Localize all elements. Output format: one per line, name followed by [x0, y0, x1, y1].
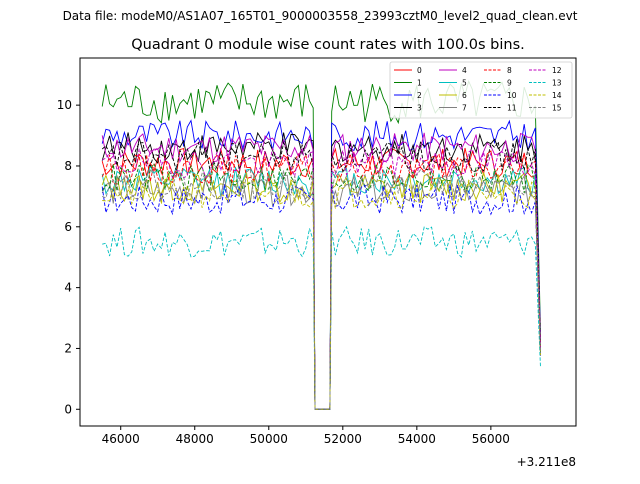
x-tick-label: 48000	[176, 432, 214, 446]
x-tick-label: 52000	[324, 432, 362, 446]
series-line-10	[101, 184, 541, 410]
series-line-5	[101, 164, 541, 410]
y-tick-label: 0	[64, 402, 72, 416]
series-line-2	[101, 119, 541, 410]
legend-label-5: 5	[462, 79, 467, 88]
legend-label-13: 13	[552, 79, 562, 88]
series-line-11	[101, 140, 541, 410]
legend-label-1: 1	[417, 79, 422, 88]
series-line-13	[102, 225, 541, 410]
legend-label-10: 10	[507, 91, 517, 100]
legend-box	[389, 61, 573, 119]
y-tick-label: 6	[64, 220, 72, 234]
legend-label-4: 4	[462, 66, 467, 75]
y-axis: 0 2 4 6 8 10	[57, 98, 80, 416]
x-tick-label: 56000	[472, 432, 510, 446]
y-tick-label: 2	[64, 341, 72, 355]
x-tick-label: 54000	[398, 432, 436, 446]
x-tick-label: 50000	[250, 432, 288, 446]
chart-title: Quadrant 0 module wise count rates with …	[131, 37, 525, 53]
series-lines	[101, 79, 541, 410]
plot-area	[79, 57, 577, 427]
legend-label-14: 14	[552, 91, 562, 100]
legend-label-9: 9	[507, 79, 512, 88]
legend-label-3: 3	[417, 104, 422, 113]
axes-frame	[79, 57, 577, 427]
legend-label-8: 8	[507, 66, 512, 75]
series-line-14	[102, 176, 541, 410]
y-tick-label: 10	[57, 98, 72, 112]
series-line-8	[101, 152, 541, 410]
legend-label-12: 12	[552, 66, 562, 75]
y-tick-label: 4	[64, 281, 72, 295]
legend-label-7: 7	[462, 104, 467, 113]
legend-label-2: 2	[417, 91, 422, 100]
legend-label-15: 15	[552, 104, 562, 113]
legend-label-6: 6	[462, 91, 467, 100]
legend-label-11: 11	[507, 104, 517, 113]
series-line-6	[101, 171, 541, 410]
x-tick-label: 46000	[102, 432, 140, 446]
series-line-15	[102, 168, 541, 410]
x-axis: 46000 48000 50000 52000 54000 56000	[102, 426, 510, 446]
file-suptitle: Data file: modeM0/AS1A07_165T01_90000035…	[63, 9, 578, 23]
legend-label-0: 0	[417, 66, 422, 75]
x-offset-label: +3.211e8	[517, 455, 576, 469]
series-line-9	[101, 161, 541, 410]
y-tick-label: 8	[64, 159, 72, 173]
series-line-7	[101, 173, 541, 410]
